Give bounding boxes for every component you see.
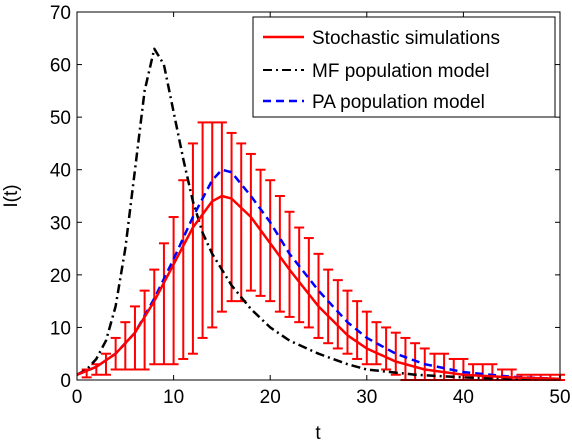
y-axis-label: I(t) [1, 184, 22, 207]
legend: Stochastic simulations MF population mod… [252, 16, 556, 118]
x-tick-label: 20 [260, 387, 281, 408]
y-tick-label: 60 [50, 56, 71, 77]
plot-frame [76, 11, 561, 381]
y-tick-label: 20 [50, 266, 71, 287]
legend-label-mf: MF population model [312, 61, 489, 82]
legend-label-stochastic: Stochastic simulations [312, 28, 500, 49]
x-tick-label: 10 [163, 387, 184, 408]
y-axis-ticks: 0 10 20 30 40 50 60 70 [50, 3, 560, 392]
stochastic-simulations-line [76, 194, 561, 381]
x-axis-ticks: 0 10 20 30 40 50 [72, 12, 571, 408]
y-tick-label: 0 [60, 371, 71, 392]
legend-label-pa: PA population model [312, 92, 485, 113]
x-tick-label: 30 [356, 387, 377, 408]
y-tick-label: 40 [50, 161, 71, 182]
x-tick-label: 0 [72, 387, 83, 408]
mf-population-model-line [76, 47, 561, 381]
y-tick-label: 70 [50, 3, 71, 24]
x-tick-label: 50 [549, 387, 570, 408]
y-tick-label: 50 [50, 108, 71, 129]
x-tick-label: 40 [453, 387, 474, 408]
series-lines [76, 47, 561, 381]
y-tick-label: 30 [50, 213, 71, 234]
x-axis-label: t [315, 423, 321, 444]
y-tick-label: 10 [50, 318, 71, 339]
